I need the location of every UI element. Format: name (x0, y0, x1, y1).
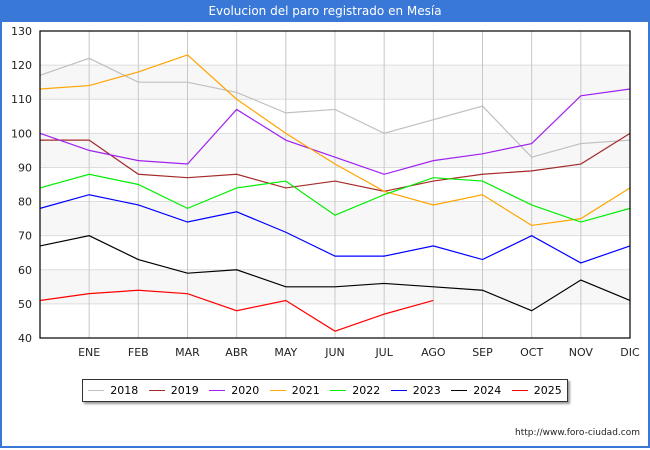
x-tick-label: OCT (520, 346, 543, 359)
legend-label: 2019 (170, 384, 199, 397)
legend-label: 2021 (291, 384, 320, 397)
source-url: http://www.foro-ciudad.com (515, 428, 640, 438)
y-tick-label: 50 (18, 298, 32, 311)
legend-item-2019: 2019 (148, 384, 199, 397)
y-tick-label: 100 (11, 127, 32, 140)
legend-label: 2018 (110, 384, 139, 397)
legend-item-2021: 2021 (269, 384, 320, 397)
legend-label: 2024 (473, 384, 502, 397)
series-line-2023 (39, 194, 631, 264)
legend: 2018 2019 2020 2021 2022 2023 2024 2025 (82, 379, 568, 402)
y-tick-label: 120 (11, 59, 32, 72)
x-tick-label: MAR (175, 346, 200, 359)
series-line-2025 (39, 289, 434, 332)
x-tick-label: JUL (374, 346, 393, 359)
y-tick-label: 70 (18, 230, 32, 243)
series-line-2021 (39, 54, 631, 227)
legend-label: 2020 (231, 384, 260, 397)
series-line-2022 (39, 173, 631, 223)
series-line-2018 (39, 57, 631, 158)
x-tick-label: JUN (324, 346, 345, 359)
y-tick-label: 40 (18, 332, 32, 345)
legend-swatch (269, 390, 286, 391)
series-line-2024 (39, 235, 631, 312)
x-tick-label: AGO (421, 346, 446, 359)
y-tick-label: 60 (18, 264, 32, 277)
legend-swatch (511, 390, 528, 391)
y-tick-label: 130 (11, 25, 32, 38)
legend-swatch (330, 390, 347, 391)
y-tick-label: 110 (11, 93, 32, 106)
x-tick-label: FEB (128, 346, 149, 359)
x-tick-label: ABR (225, 346, 248, 359)
legend-swatch (88, 390, 105, 391)
x-tick-label: MAY (274, 346, 297, 359)
legend-swatch (390, 390, 407, 391)
x-tick-label: SEP (472, 346, 493, 359)
legend-item-2022: 2022 (330, 384, 380, 397)
x-tick-label: DIC (620, 346, 640, 359)
y-tick-label: 80 (18, 196, 32, 209)
legend-swatch (148, 390, 165, 391)
x-tick-label: ENE (78, 346, 100, 359)
legend-item-2024: 2024 (451, 384, 501, 397)
plot-area-border (39, 30, 631, 339)
legend-swatch (209, 390, 226, 391)
legend-item-2020: 2020 (209, 384, 259, 397)
legend-item-2018: 2018 (88, 384, 138, 397)
legend-label: 2022 (352, 384, 381, 397)
legend-swatch (451, 390, 468, 391)
series-line-2020 (39, 88, 631, 175)
x-tick-label: NOV (569, 346, 594, 359)
y-tick-label: 90 (18, 161, 32, 174)
chart-title: Evolucion del paro registrado en Mesía (0, 0, 650, 22)
legend-label: 2025 (533, 384, 562, 397)
series-line-2019 (40, 132, 631, 192)
legend-label: 2023 (412, 384, 441, 397)
legend-item-2023: 2023 (390, 384, 441, 397)
legend-item-2025: 2025 (511, 384, 562, 397)
